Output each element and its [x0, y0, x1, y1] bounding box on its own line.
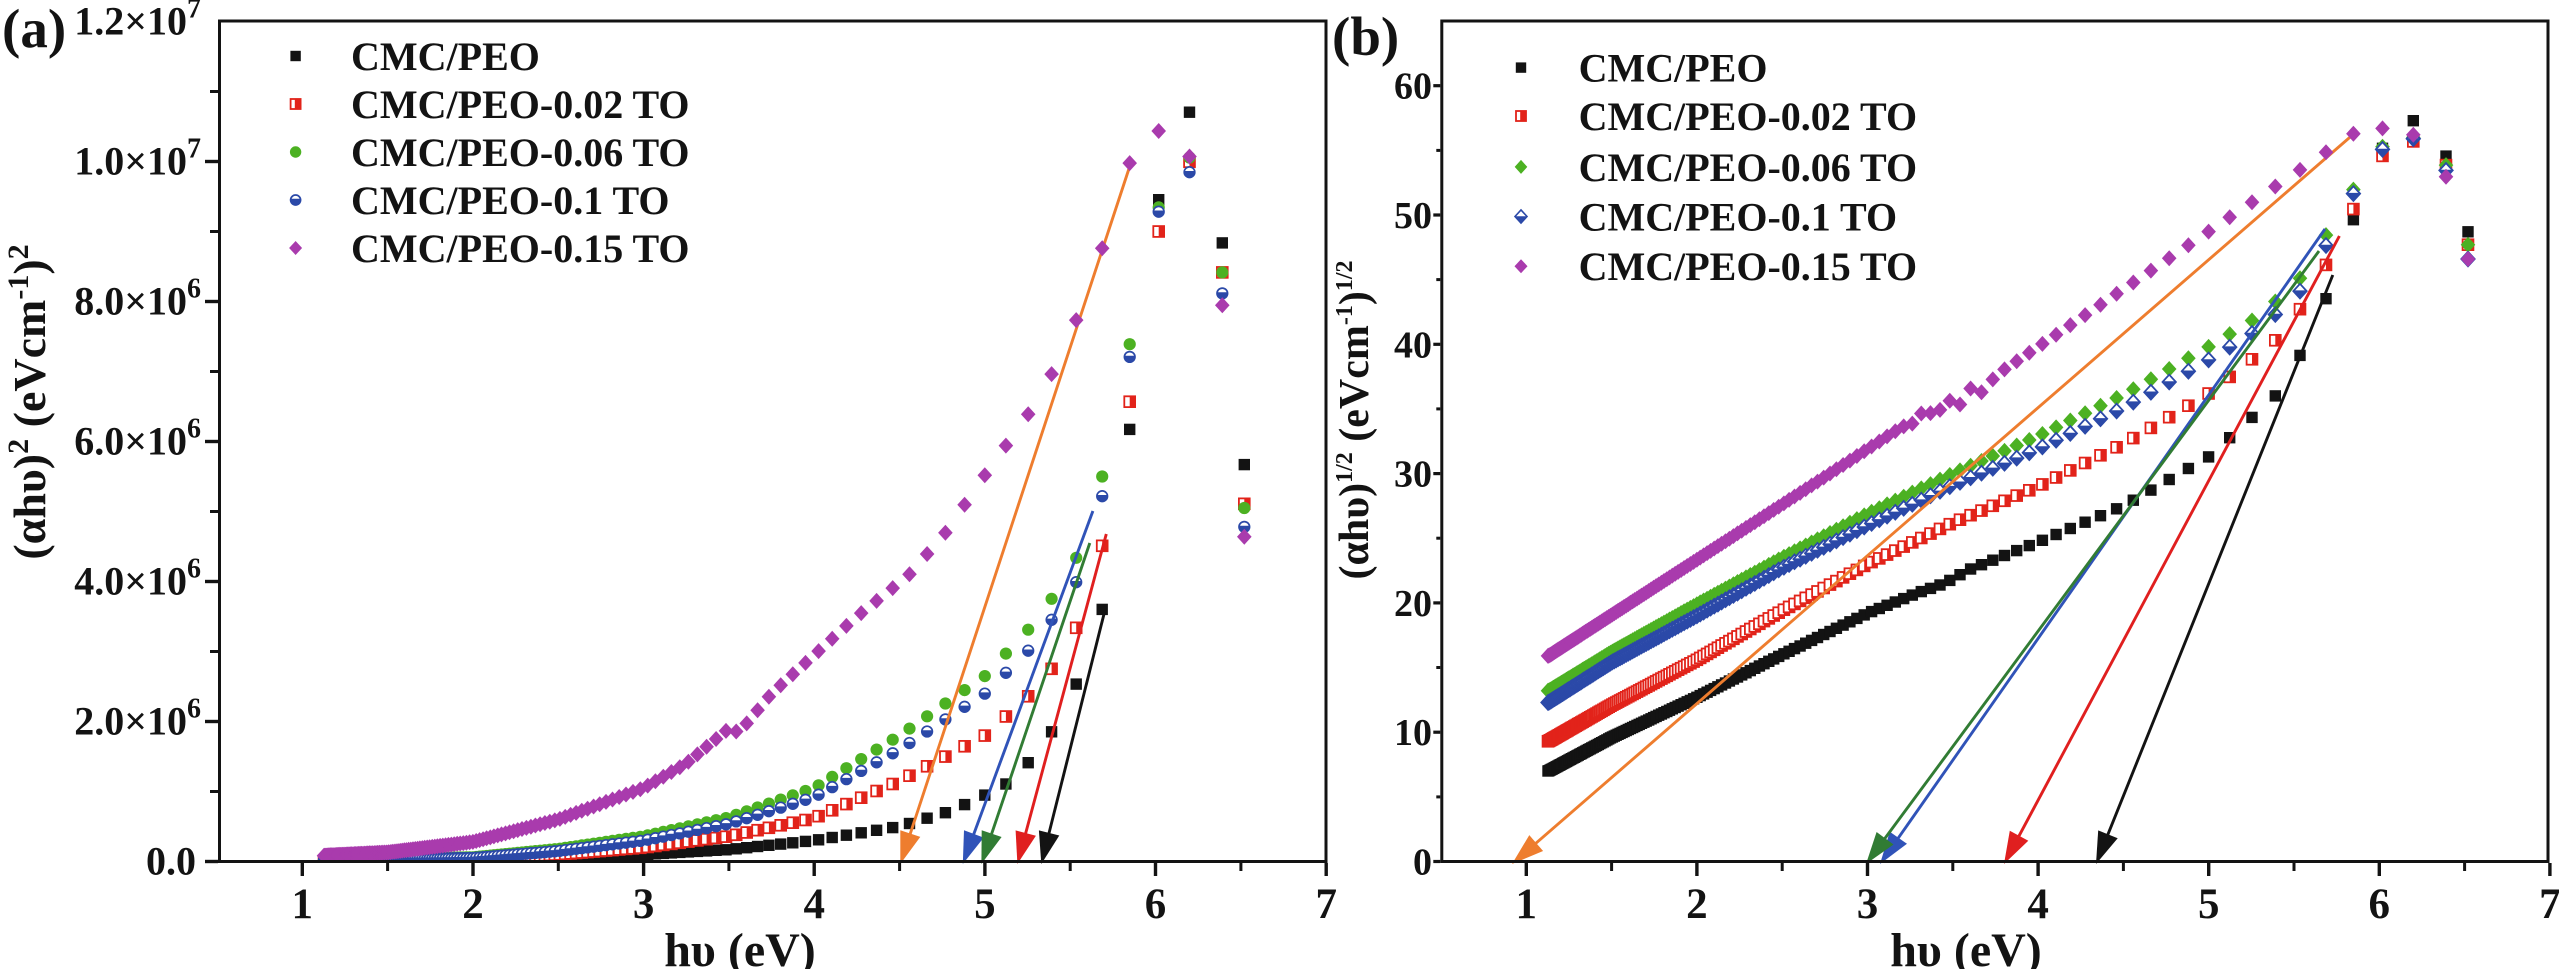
svg-text:6: 6 [1145, 881, 1167, 928]
svg-text:0.0: 0.0 [146, 839, 196, 884]
svg-text:CMC/PEO-0.1 TO: CMC/PEO-0.1 TO [351, 178, 670, 223]
svg-text:1.2×107: 1.2×107 [74, 0, 201, 44]
svg-text:30: 30 [1394, 454, 1432, 496]
svg-text:40: 40 [1394, 324, 1432, 366]
svg-text:7: 7 [1315, 881, 1337, 928]
svg-text:(a): (a) [2, 0, 66, 59]
svg-text:CMC/PEO-0.1 TO: CMC/PEO-0.1 TO [1579, 195, 1898, 240]
svg-text:4: 4 [803, 881, 825, 928]
svg-text:hυ (eV): hυ (eV) [1890, 924, 2042, 969]
svg-text:6: 6 [2369, 881, 2391, 928]
svg-text:CMC/PEO-0.06 TO: CMC/PEO-0.06 TO [1579, 145, 1918, 190]
svg-text:CMC/PEO: CMC/PEO [1579, 46, 1768, 91]
svg-text:50: 50 [1394, 195, 1432, 237]
svg-text:5: 5 [2198, 881, 2220, 928]
svg-text:1: 1 [292, 881, 314, 928]
svg-text:2: 2 [462, 881, 484, 928]
svg-text:2.0×106: 2.0×106 [74, 694, 201, 744]
svg-text:5: 5 [974, 881, 996, 928]
svg-text:4: 4 [2027, 881, 2049, 928]
svg-text:20: 20 [1394, 583, 1432, 625]
svg-text:3: 3 [1857, 881, 1879, 928]
svg-text:8.0×106: 8.0×106 [74, 274, 201, 324]
svg-text:6.0×106: 6.0×106 [74, 414, 201, 464]
svg-text:1: 1 [1516, 881, 1538, 928]
svg-text:CMC/PEO-0.15 TO: CMC/PEO-0.15 TO [1579, 244, 1918, 289]
svg-text:10: 10 [1394, 712, 1432, 754]
svg-text:CMC/PEO-0.02 TO: CMC/PEO-0.02 TO [351, 82, 690, 127]
svg-text:4.0×106: 4.0×106 [74, 554, 201, 604]
svg-text:CMC/PEO: CMC/PEO [351, 34, 540, 79]
svg-text:60: 60 [1394, 66, 1432, 108]
svg-text:hυ (eV): hυ (eV) [664, 924, 816, 969]
svg-text:3: 3 [633, 881, 655, 928]
svg-text:7: 7 [2539, 881, 2559, 928]
svg-text:CMC/PEO-0.02 TO: CMC/PEO-0.02 TO [1579, 94, 1918, 139]
svg-text:2: 2 [1686, 881, 1708, 928]
svg-text:0: 0 [1413, 842, 1432, 884]
svg-text:CMC/PEO-0.06 TO: CMC/PEO-0.06 TO [351, 130, 690, 175]
svg-text:CMC/PEO-0.15 TO: CMC/PEO-0.15 TO [351, 226, 690, 271]
svg-text:1.0×107: 1.0×107 [74, 134, 201, 184]
svg-text:(b): (b) [1332, 6, 1399, 67]
